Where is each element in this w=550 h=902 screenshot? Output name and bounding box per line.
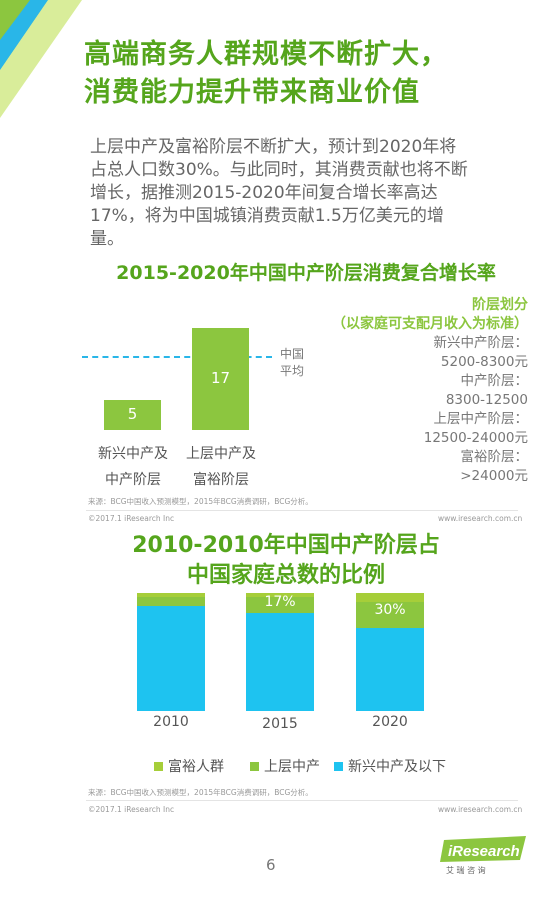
chart1-title: 2015-2020年中国中产阶层消费复合增长率 [116, 262, 496, 284]
tier-range: >24000元 [460, 468, 528, 484]
divider [86, 800, 518, 801]
svg-text:iResearch: iResearch [448, 843, 520, 860]
tier-range: 5200-8300元 [440, 354, 528, 370]
website-url: www.iresearch.com.cn [438, 805, 523, 814]
svg-text:艾 瑞 咨 询: 艾 瑞 咨 询 [446, 865, 486, 875]
intro-paragraph: 上层中产及富裕阶层不断扩大，预计到2020年将 占总人口数30%。与此同时，其消… [90, 136, 530, 251]
chart2-segment [246, 613, 314, 711]
chart1-average-line [82, 356, 272, 358]
tier-name: 上层中产阶层： [433, 411, 529, 427]
chart2-segment [137, 596, 205, 606]
chart2-category-label: 2020 [372, 714, 408, 730]
chart2-category-label: 2015 [262, 716, 298, 732]
legend-swatch [250, 761, 259, 771]
chart1-source: 来源：BCG中国收入预测模型，2015年BCG消费调研，BCG分析。 [88, 497, 313, 506]
iresearch-logo: iResearch 艾 瑞 咨 询 [438, 836, 526, 876]
legend-swatch [154, 761, 163, 771]
legend-swatch [334, 761, 343, 771]
chart2-segment [137, 605, 205, 711]
intro-line: 占总人口数30%。与此同时，其消费贡献也将不断 [90, 160, 468, 180]
chart1-bar-emerging-middle: 5 [104, 400, 161, 430]
divider [86, 510, 518, 511]
tier-heading: 阶层划分 [472, 297, 528, 313]
chart2-segment [246, 593, 314, 597]
tier-range: 12500-24000元 [423, 430, 528, 446]
chart2-segment [246, 596, 314, 614]
intro-line: 上层中产及富裕阶层不断扩大，预计到2020年将 [90, 137, 457, 157]
chart2-bar-2020: 30% [356, 593, 424, 711]
legend-item-upper-middle: 上层中产 [250, 756, 320, 776]
chart1-bar-value: 17 [210, 369, 231, 387]
tier-name: 中产阶层： [460, 373, 529, 389]
chart2-source: 来源：BCG中国收入预测模型，2015年BCG消费调研，BCG分析。 [88, 788, 313, 797]
copyright: ©2017.1 iResearch Inc [88, 514, 175, 523]
title-line-2: 消费能力提升带来商业价值 [84, 77, 420, 108]
chart2-segment [356, 593, 424, 603]
tier-name: 富裕阶层： [460, 449, 529, 465]
legend-item-emerging: 新兴中产及以下 [334, 756, 446, 776]
chart1-category-label: 新兴中产及 中产阶层 [98, 446, 168, 488]
page-title: 高端商务人群规模不断扩大， 消费能力提升带来商业价值 [84, 36, 524, 112]
corner-decoration [0, 0, 82, 118]
chart2-segment [356, 628, 424, 711]
chart1-bar-value: 5 [127, 405, 138, 423]
page-number: 6 [266, 856, 276, 874]
chart2-bar-2015: 17% [246, 593, 314, 711]
tier-subheading: （以家庭可支配月收入为标准） [332, 316, 528, 332]
copyright: ©2017.1 iResearch Inc [88, 805, 175, 814]
chart2-segment [137, 593, 205, 597]
chart1-category-label: 上层中产及 富裕阶层 [186, 446, 256, 488]
title-line-1: 高端商务人群规模不断扩大， [84, 39, 448, 70]
tier-range: 8300-12500 [445, 392, 528, 408]
chart2-combined-label: 30% [374, 601, 406, 618]
tier-name: 新兴中产阶层： [433, 335, 529, 351]
chart1-bar-upper-affluent: 17 [192, 328, 249, 430]
chart2-category-label: 2010 [153, 714, 189, 730]
chart2-combined-label: 17% [264, 594, 296, 611]
legend-item-affluent: 富裕人群 [154, 756, 224, 776]
chart2-segment [356, 602, 424, 629]
chart1-average-label: 中国 平均 [280, 347, 305, 378]
chart2-bar-2010 [137, 593, 205, 711]
tier-legend: 阶层划分 （以家庭可支配月收入为标准） 新兴中产阶层： 5200-8300元 中… [332, 296, 528, 486]
website-url: www.iresearch.com.cn [438, 514, 523, 523]
intro-line: 增长，据推测2015-2020年间复合增长率高达 [90, 183, 438, 203]
intro-line: 量。 [90, 229, 124, 249]
chart2-title: 2010-2010年中国中产阶层占 中国家庭总数的比例 [132, 533, 440, 588]
intro-line: 17%，将为中国城镇消费贡献1.5万亿美元的增 [90, 206, 444, 226]
